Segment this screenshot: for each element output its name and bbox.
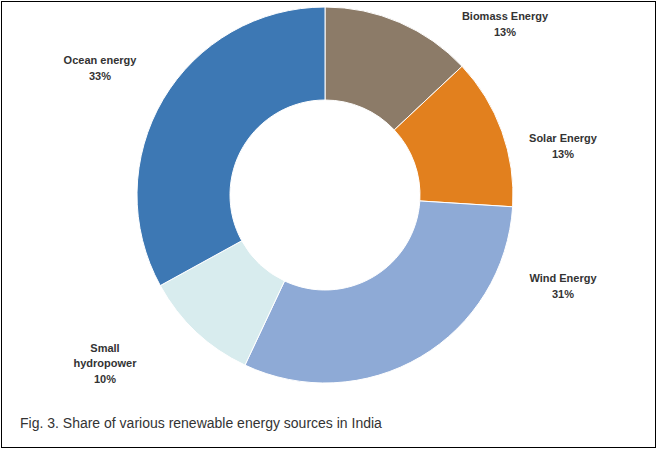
slice <box>137 7 325 286</box>
category-label: Ocean energy <box>64 54 138 66</box>
data-label: 13% <box>552 148 574 160</box>
category-label: Biomass Energy <box>462 10 549 22</box>
caption: Fig. 3. Share of various renewable energ… <box>20 415 382 431</box>
category-label: Wind Energy <box>529 272 597 284</box>
data-label: 10% <box>94 373 116 385</box>
slices <box>137 7 513 383</box>
data-label: 31% <box>552 288 574 300</box>
chart: Biomass Energy 13% Solar Energy 13% Wind Ene… <box>0 0 657 449</box>
category-label: Solar Energy <box>529 132 598 144</box>
frame <box>2 2 656 448</box>
slice <box>394 66 513 206</box>
category-label: Smallhydropower <box>74 342 138 369</box>
data-label: 33% <box>89 70 111 82</box>
data-label: 13% <box>494 26 516 38</box>
slice <box>245 201 513 383</box>
